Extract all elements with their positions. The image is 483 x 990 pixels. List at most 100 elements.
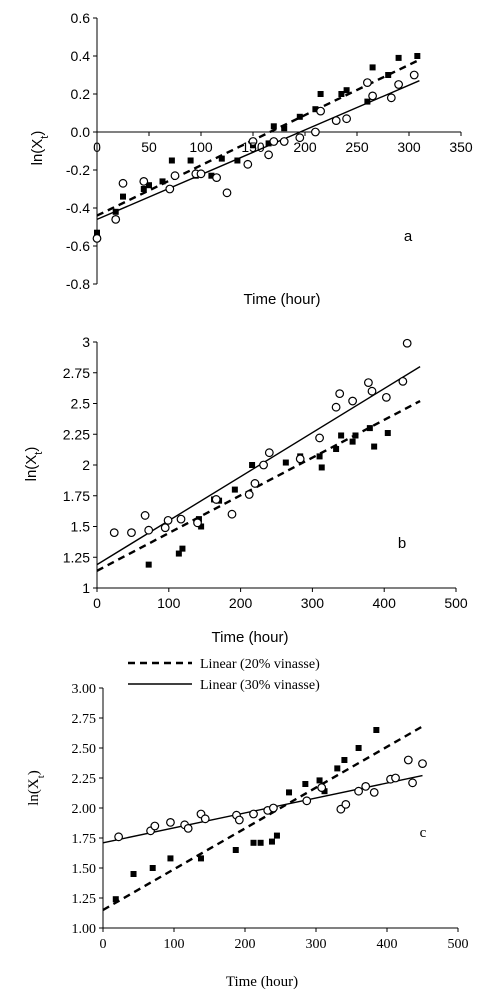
data-point-circle (222, 188, 232, 198)
data-point-circle (302, 796, 312, 806)
data-point-square (338, 91, 345, 97)
data-point-square (282, 459, 289, 466)
data-point-circle (144, 525, 154, 535)
data-point-circle (364, 378, 373, 387)
data-point-circle (92, 233, 102, 243)
data-point-circle (331, 116, 341, 125)
data-point-circle (183, 823, 193, 833)
data-point-square (273, 832, 280, 839)
data-point-square (338, 432, 345, 439)
data-point-square (159, 178, 166, 185)
panel-label-a: a (404, 228, 413, 245)
data-point-circle (409, 70, 419, 80)
data-point-square (349, 438, 356, 445)
data-point-square (145, 561, 152, 568)
data-point-square (249, 462, 256, 468)
data-point-square (231, 486, 238, 493)
data-point-square (316, 777, 323, 784)
data-point-circle (402, 338, 412, 348)
data-point-square (371, 443, 378, 450)
data-point-square (312, 106, 319, 113)
data-point-circle (331, 402, 341, 412)
data-point-circle (250, 479, 260, 488)
data-point-square (341, 757, 348, 763)
data-point-square (317, 91, 324, 97)
data-point-square (395, 54, 402, 61)
y-axis-label: ln(Xt) (29, 131, 51, 166)
data-point-circle (408, 778, 417, 788)
y-tick-label: 3.00 (72, 682, 97, 697)
x-tick-label: 100 (157, 595, 181, 611)
data-point-circle (269, 137, 279, 146)
data-point-circle (295, 133, 305, 143)
trendline-solid (96, 366, 421, 566)
x-tick-label: 300 (306, 937, 327, 952)
data-point-square (234, 157, 241, 164)
data-point-circle (335, 389, 345, 399)
y-axis-label: ln(Xt) (23, 447, 45, 482)
data-point-circle (139, 176, 149, 186)
data-point-square (366, 425, 373, 432)
y-tick-label: -0.6 (66, 238, 90, 254)
data-point-square (250, 839, 257, 846)
data-point-circle (140, 511, 150, 520)
data-point-circle (111, 214, 121, 224)
data-point-circle (165, 184, 175, 194)
data-point-square (364, 98, 371, 105)
data-point-circle (227, 509, 237, 519)
data-point-square (265, 140, 272, 147)
data-point-square (316, 453, 323, 460)
data-point-circle (295, 454, 305, 464)
data-point-circle (368, 91, 378, 101)
data-point-square (232, 847, 239, 853)
y-tick-label: 1.25 (72, 892, 97, 907)
data-point-square (333, 446, 340, 453)
data-point-square (268, 838, 275, 845)
x-tick-label: 0 (93, 595, 101, 611)
data-point-square (197, 855, 204, 862)
x-tick-label: 150 (241, 139, 265, 155)
data-point-circle (170, 171, 180, 181)
data-point-square (302, 781, 309, 787)
x-tick-label: 400 (373, 595, 397, 611)
data-point-circle (249, 809, 258, 819)
data-point-circle (311, 127, 320, 137)
data-point-circle (341, 799, 351, 809)
x-tick-label: 50 (141, 139, 157, 155)
y-tick-label: -0.4 (66, 200, 90, 216)
y-tick-label: 2.50 (72, 742, 97, 757)
data-point-circle (418, 759, 427, 768)
y-tick-label: -0.2 (66, 162, 90, 178)
data-point-square (414, 53, 421, 59)
data-point-square (208, 172, 215, 179)
data-point-square (355, 745, 362, 751)
data-point-square (334, 765, 341, 772)
y-tick-label: 1 (82, 580, 90, 596)
data-point-circle (211, 495, 221, 504)
chart-panel-c: 1.00 1.25 1.50 1.75 2.00 2.25 2.50 2.75 3.00 0 100… (26, 657, 469, 990)
data-point-circle (163, 515, 173, 525)
data-point-circle (279, 137, 289, 146)
data-point-square (168, 157, 175, 164)
x-tick-label: 250 (345, 139, 369, 155)
y-tick-label: 0.0 (71, 124, 91, 140)
data-point-circle (114, 832, 124, 842)
y-tick-label: 1.25 (63, 549, 90, 565)
data-point-square (167, 855, 174, 862)
data-point-circle (354, 786, 364, 796)
data-point-square (198, 523, 205, 530)
data-point-circle (127, 528, 136, 538)
x-tick-label: 200 (235, 937, 256, 952)
data-point-circle (176, 514, 186, 524)
data-point-circle (381, 392, 391, 402)
data-point-circle (391, 773, 400, 783)
data-point-circle (361, 781, 371, 791)
data-point-square (343, 87, 350, 94)
data-point-circle (403, 755, 413, 765)
data-point-circle (259, 460, 268, 470)
data-point-circle (394, 80, 404, 89)
data-point-circle (264, 150, 274, 160)
chart-panel-b: 1 1.25 1.5 1.75 2 2.25 2.5 2.75 3 0 100 200 300 400 50… (23, 334, 468, 646)
x-tick-label: 300 (301, 595, 325, 611)
y-tick-label: 2.25 (72, 772, 97, 787)
